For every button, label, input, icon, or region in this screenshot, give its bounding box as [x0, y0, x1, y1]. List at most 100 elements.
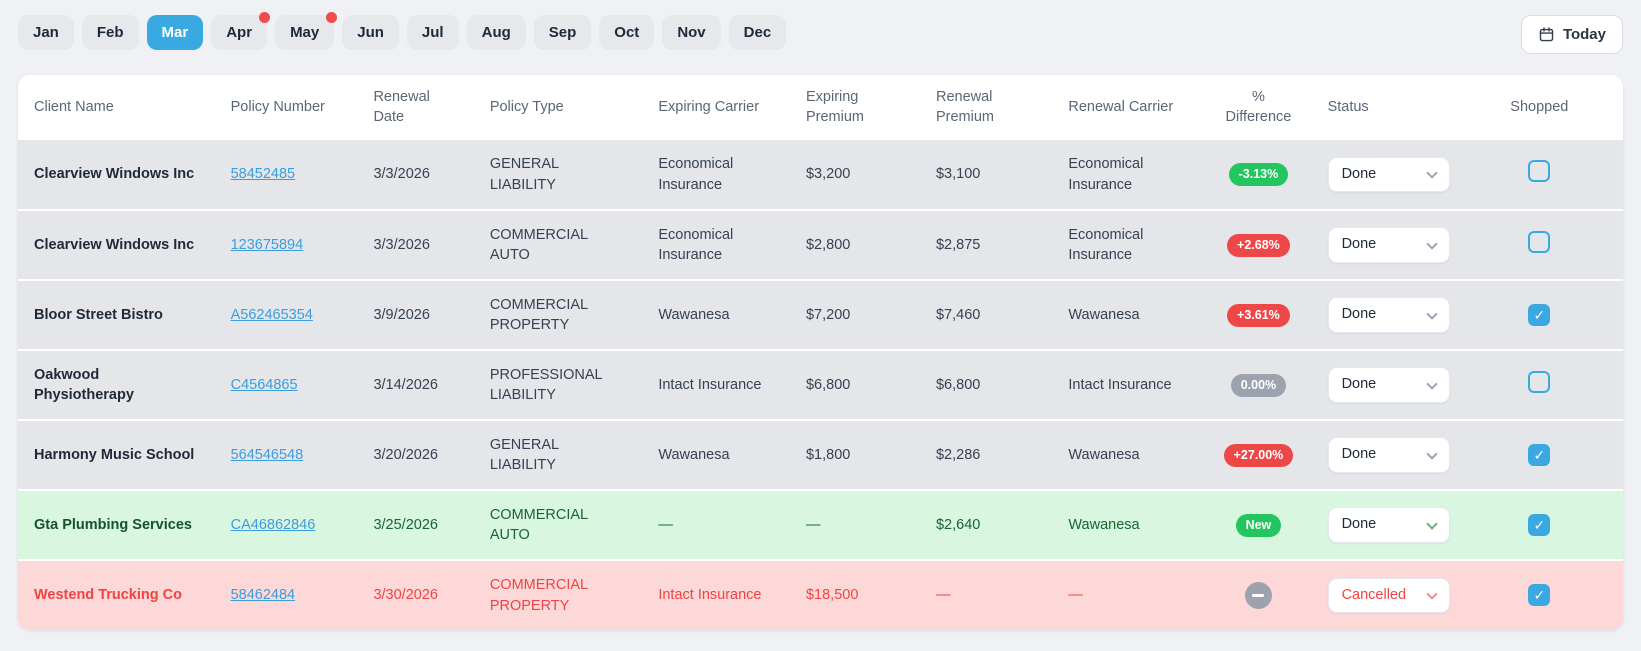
- status-dropdown[interactable]: Done: [1327, 227, 1450, 263]
- month-tab-may[interactable]: May: [275, 12, 338, 50]
- cell-expiring-carrier: Intact Insurance: [658, 376, 762, 393]
- difference-badge: +27.00%: [1223, 443, 1294, 467]
- cell-expiring-carrier: Economical Insurance: [658, 226, 734, 264]
- month-tab-mar[interactable]: Mar: [146, 15, 204, 50]
- cell-renewal-premium: $3,100: [935, 166, 981, 183]
- toolbar: Jan Feb Mar Apr May Jun Jul Aug Sep Oct Nov Dec Tod…: [18, 12, 1623, 54]
- cell-policy-type: COMMERCIAL AUTO: [489, 506, 588, 544]
- month-label: Nov: [677, 24, 706, 41]
- month-tab-aug[interactable]: Aug: [466, 15, 526, 50]
- month-tab-jan[interactable]: Jan: [18, 15, 74, 50]
- cell-policy-number: 58462484: [215, 560, 358, 630]
- cell-renewal-date: 3/3/2026: [373, 236, 430, 253]
- month-tab-jul[interactable]: Jul: [406, 15, 459, 50]
- month-tab-sep[interactable]: Sep: [533, 15, 592, 50]
- cell-expiring-premium: $18,500: [805, 587, 859, 604]
- cell-expiring-premium: $2,800: [805, 236, 851, 253]
- renewals-table: Client Name Policy Number Renewal Date Poli…: [18, 75, 1623, 631]
- cell-policy-type: COMMERCIAL AUTO: [489, 226, 588, 264]
- status-label: Done: [1341, 446, 1377, 463]
- cell-policy-number: 58452485: [215, 140, 358, 210]
- cell-status: Done: [1312, 420, 1466, 490]
- column-header-expiring-carrier: Expiring Carrier: [642, 75, 790, 141]
- month-tab-oct[interactable]: Oct: [599, 15, 655, 50]
- cell-client-name: Clearview Windows Inc: [34, 236, 195, 253]
- policy-number-link[interactable]: 564546548: [230, 446, 304, 463]
- chevron-down-icon: [1425, 517, 1438, 530]
- chevron-down-icon: [1425, 237, 1438, 250]
- cell-status: Done: [1312, 350, 1466, 420]
- cell-client-name: Westend Trucking Co: [34, 587, 182, 604]
- cell-expiring-premium: $7,200: [805, 306, 851, 323]
- status-dropdown[interactable]: Cancelled: [1327, 577, 1450, 614]
- cell-policy-type: PROFESSIONAL LIABILITY: [489, 366, 603, 404]
- month-tab-jun[interactable]: Jun: [342, 15, 399, 50]
- cell-client-name: Clearview Windows Inc: [34, 166, 195, 183]
- month-tab-dec[interactable]: Dec: [728, 15, 787, 50]
- header-row: Client Name Policy Number Renewal Date Poli…: [18, 75, 1623, 141]
- today-button[interactable]: Today: [1520, 15, 1623, 54]
- month-label: Oct: [614, 24, 640, 41]
- cell-shopped: [1466, 140, 1623, 210]
- today-label: Today: [1562, 26, 1606, 43]
- difference-badge: New: [1235, 513, 1282, 537]
- month-tab-feb[interactable]: Feb: [81, 15, 139, 50]
- cell-renewal-carrier: Economical Insurance: [1068, 156, 1144, 193]
- shopped-checkbox[interactable]: [1528, 160, 1551, 183]
- policy-number-link[interactable]: A562465354: [230, 306, 313, 323]
- shopped-checkbox[interactable]: ✓: [1528, 584, 1551, 607]
- status-label: Done: [1341, 306, 1377, 323]
- cell-status: Cancelled: [1312, 560, 1466, 630]
- table-body: Clearview Windows Inc 58452485 3/3/2026 GEN…: [18, 140, 1623, 631]
- cell-percent-difference: +27.00%: [1203, 420, 1311, 490]
- cell-status: Done: [1312, 210, 1466, 280]
- shopped-checkbox[interactable]: [1528, 230, 1551, 253]
- status-label: Done: [1341, 376, 1377, 393]
- shopped-checkbox[interactable]: ✓: [1528, 303, 1551, 326]
- cell-client-name: Gta Plumbing Services: [34, 516, 192, 533]
- policy-number-link[interactable]: C4564865: [230, 376, 298, 393]
- column-header-client-name: Client Name: [18, 75, 215, 141]
- policy-number-link[interactable]: CA46862846: [230, 516, 316, 533]
- cell-percent-difference: +3.61%: [1203, 280, 1311, 350]
- month-tab-apr[interactable]: Apr: [211, 12, 271, 50]
- status-dropdown[interactable]: Done: [1327, 156, 1450, 193]
- cell-renewal-date: 3/3/2026: [373, 166, 430, 183]
- cell-client-name: Harmony Music School: [34, 446, 195, 463]
- cell-percent-difference: New: [1203, 490, 1311, 560]
- no-difference-badge: [1244, 582, 1272, 610]
- cell-shopped: [1466, 350, 1623, 420]
- policy-number-link[interactable]: 123675894: [230, 236, 304, 253]
- status-dropdown[interactable]: Done: [1327, 367, 1450, 403]
- month-label: Sep: [548, 24, 577, 41]
- column-header-renewal-date: Renewal Date: [357, 75, 474, 141]
- status-dropdown[interactable]: Done: [1327, 297, 1450, 333]
- policy-number-link[interactable]: 58462484: [230, 587, 296, 604]
- difference-badge: +2.68%: [1227, 233, 1290, 257]
- shopped-checkbox[interactable]: [1528, 370, 1551, 393]
- cell-renewal-carrier: Wawanesa: [1068, 306, 1140, 323]
- cell-expiring-premium: $3,200: [805, 166, 851, 183]
- month-label: Aug: [481, 24, 511, 41]
- status-dropdown[interactable]: Done: [1327, 437, 1450, 473]
- shopped-checkbox[interactable]: ✓: [1528, 513, 1551, 536]
- status-dropdown[interactable]: Done: [1327, 507, 1450, 543]
- table-row: Clearview Windows Inc 123675894 3/3/2026 CO…: [18, 210, 1623, 281]
- cell-policy-type: GENERAL LIABILITY: [489, 156, 559, 193]
- column-header-policy-number: Policy Number: [214, 75, 358, 141]
- shopped-checkbox[interactable]: ✓: [1528, 443, 1551, 466]
- cell-policy-type: COMMERCIAL PROPERTY: [489, 577, 588, 614]
- policy-number-link[interactable]: 58452485: [230, 166, 296, 183]
- status-label: Done: [1341, 516, 1377, 533]
- cell-expiring-carrier: Wawanesa: [658, 306, 730, 323]
- minus-icon: [1252, 594, 1265, 597]
- month-tabs: Jan Feb Mar Apr May Jun Jul Aug Sep Oct Nov Dec: [18, 12, 787, 50]
- month-tab-nov[interactable]: Nov: [662, 15, 721, 50]
- cell-expiring-carrier: Wawanesa: [658, 446, 730, 463]
- cell-policy-number: 564546548: [215, 420, 358, 490]
- cell-renewal-date: 3/9/2026: [373, 306, 430, 323]
- cell-expiring-carrier: Intact Insurance: [658, 587, 762, 604]
- cell-renewal-date: 3/25/2026: [373, 516, 438, 533]
- cell-percent-difference: -3.13%: [1203, 140, 1311, 210]
- cell-shopped: [1466, 210, 1623, 280]
